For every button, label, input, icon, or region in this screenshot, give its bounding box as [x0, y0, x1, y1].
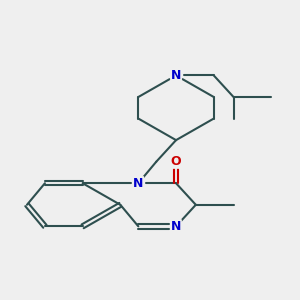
Text: N: N [171, 69, 181, 82]
Text: O: O [171, 155, 182, 168]
Text: N: N [171, 220, 181, 233]
Text: N: N [133, 177, 143, 190]
